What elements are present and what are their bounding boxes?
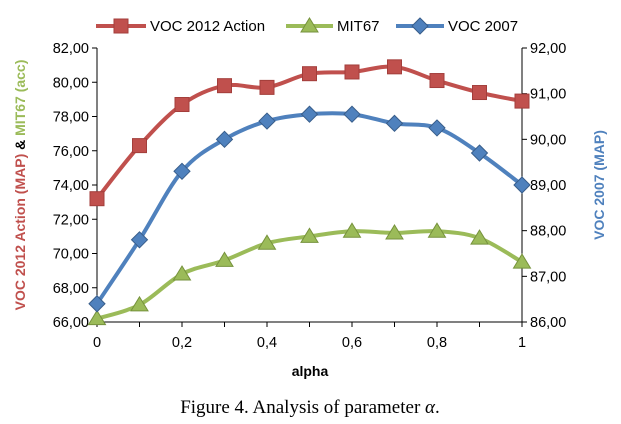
data-point-voc-2012-action — [472, 85, 487, 101]
left-y-tick-label: 72,00 — [53, 212, 89, 228]
series-line-voc-2007 — [95, 111, 524, 306]
left-y-tick-label: 76,00 — [53, 144, 89, 160]
caption-suffix: . — [435, 397, 440, 418]
left-y-tick-label: 80,00 — [53, 75, 89, 91]
left-y-tick-label: 68,00 — [53, 281, 89, 297]
legend-marker-triangle — [300, 17, 319, 33]
left-y-tick-label: 82,00 — [53, 41, 89, 57]
data-point-voc-2007 — [428, 119, 446, 137]
left-y-axis-title-mit67: MIT67 (acc) — [12, 60, 28, 136]
data-point-mit67 — [427, 222, 447, 238]
data-point-voc-2012-action — [344, 64, 360, 80]
data-point-voc-2007 — [215, 130, 234, 149]
figure-caption: Figure 4. Analysis of parameter α. — [180, 397, 440, 418]
caption-symbol: α — [425, 397, 436, 418]
data-point-mit67 — [385, 223, 404, 240]
series-line-voc-2012-action — [95, 64, 524, 201]
legend-label-voc2012: VOC 2012 Action — [150, 18, 265, 35]
data-point-mit67 — [257, 234, 277, 250]
data-point-voc-2012-action — [259, 79, 275, 95]
x-tick-label: 0,4 — [257, 335, 277, 351]
right-y-tick-label: 87,00 — [530, 269, 566, 285]
left-y-tick-label: 78,00 — [53, 110, 89, 126]
x-tick-label: 0 — [93, 335, 101, 351]
data-point-mit67 — [172, 265, 192, 281]
data-point-mit67 — [87, 309, 107, 326]
data-point-voc-2007 — [300, 105, 319, 123]
data-point-voc-2007 — [258, 112, 276, 130]
data-point-voc-2012-action — [89, 191, 105, 207]
x-tick-label: 0,2 — [172, 335, 192, 351]
data-point-voc-2007 — [513, 176, 531, 194]
axes — [96, 48, 523, 323]
data-point-mit67 — [300, 227, 319, 243]
legend-item-voc2007: VOC 2007 — [396, 17, 518, 35]
data-point-mit67 — [130, 295, 149, 312]
data-point-mit67 — [470, 229, 489, 245]
right-y-axis-title: VOC 2007 (MAP) — [591, 130, 607, 240]
x-tick-label: 0,8 — [427, 335, 447, 351]
right-y-tick-label: 88,00 — [530, 224, 566, 240]
data-point-mit67 — [215, 251, 234, 267]
data-point-voc-2007 — [343, 105, 361, 123]
data-point-voc-2012-action — [174, 97, 190, 113]
data-point-voc-2007 — [470, 144, 489, 162]
legend-item-voc2012: VOC 2012 Action — [96, 18, 265, 35]
legend-label-mit67: MIT67 — [337, 18, 380, 35]
data-point-voc-2012-action — [217, 78, 232, 94]
data-point-mit67 — [342, 222, 362, 238]
legend-label-voc2007: VOC 2007 — [448, 18, 518, 35]
data-point-voc-2012-action — [387, 59, 402, 75]
right-y-tick-label: 91,00 — [530, 87, 566, 103]
left-y-tick-label: 70,00 — [53, 247, 89, 263]
left-y-axis-title-voc2012: VOC 2012 Action (MAP) — [12, 154, 28, 311]
data-point-voc-2007 — [385, 114, 404, 133]
legend-item-mit67: MIT67 — [286, 17, 380, 35]
data-point-mit67 — [512, 253, 532, 269]
left-y-axis-title: VOC 2012 Action (MAP) & MIT67 (acc) — [12, 60, 28, 311]
series-line-mit67 — [95, 229, 524, 321]
data-point-voc-2012-action — [429, 73, 445, 89]
legend-marker-square — [113, 18, 129, 34]
x-axis-title: alpha — [292, 363, 329, 379]
right-y-tick-label: 89,00 — [530, 178, 566, 194]
data-point-voc-2012-action — [132, 138, 147, 154]
data-point-voc-2007 — [130, 231, 149, 249]
right-y-tick-label: 90,00 — [530, 132, 566, 148]
legend: VOC 2012 Action MIT67 VOC 2007 — [96, 17, 518, 35]
caption-text: Figure 4. Analysis of parameter — [180, 397, 425, 418]
x-tick-label: 1 — [518, 335, 526, 351]
data-point-voc-2012-action — [514, 93, 530, 109]
right-y-tick-label: 86,00 — [530, 315, 566, 331]
left-y-axis-title-separator: & — [12, 136, 28, 154]
data-point-voc-2007 — [173, 162, 191, 181]
left-y-tick-label: 74,00 — [53, 178, 89, 194]
data-point-voc-2007 — [88, 295, 106, 313]
x-tick-label: 0,6 — [342, 335, 362, 351]
right-y-tick-label: 92,00 — [530, 41, 566, 57]
data-point-voc-2012-action — [302, 66, 317, 82]
left-y-tick-label: 66,00 — [53, 315, 89, 331]
legend-marker-diamond — [411, 17, 429, 35]
